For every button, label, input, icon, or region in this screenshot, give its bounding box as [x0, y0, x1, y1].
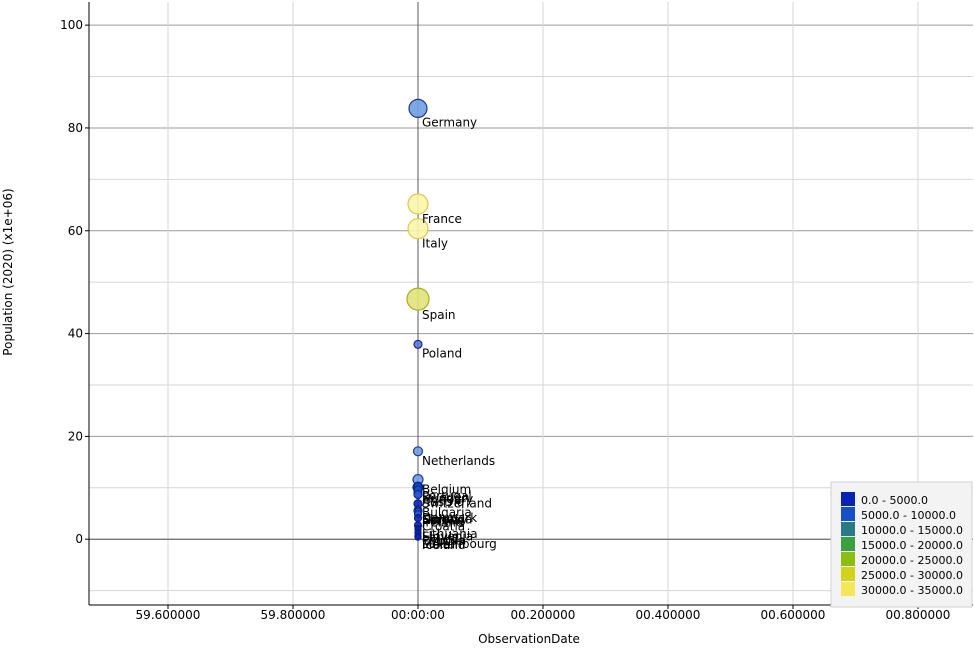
legend-label: 30000.0 - 35000.0 [861, 584, 963, 597]
data-point-poland [413, 339, 423, 349]
x-tick-label: 00.600000 [761, 608, 826, 622]
data-point-germany [408, 98, 428, 119]
x-tick-label: 00.400000 [636, 608, 701, 622]
x-tick-label: 59.800000 [261, 608, 326, 622]
point-label-finland: Finland [422, 512, 465, 526]
data-point-croatia [413, 514, 423, 523]
data-point-netherlands [412, 446, 424, 457]
legend: 0.0 - 5000.0 5000.0 - 10000.0 10000.0 - 15… [830, 481, 973, 608]
y-tick-label: 80 [68, 121, 83, 135]
data-points [406, 98, 430, 541]
data-point-italy [407, 218, 429, 240]
legend-label: 5000.0 - 10000.0 [861, 509, 956, 522]
x-tick-label: 00.800000 [886, 608, 951, 622]
point-label-austria: Austria [422, 495, 464, 509]
point-label-luxembourg: Luxembourg [422, 537, 497, 551]
point-label-switzerland: Switzerland [422, 496, 492, 510]
x-tick-label: 00.200000 [511, 608, 576, 622]
point-label-cyprus: Cyprus [422, 534, 464, 548]
point-label-italy: Italy [422, 237, 448, 251]
axes: 0 20 40 60 80 100 59.600000 59.800000 00:00:00 00… [60, 2, 973, 622]
point-label-latvia: Latvia [422, 530, 459, 544]
point-label-spain: Spain [422, 308, 456, 322]
legend-swatch [841, 507, 855, 521]
point-label-france: France [422, 212, 462, 226]
point-label-lithuania: Lithuania [422, 527, 478, 541]
point-label-serbia: Serbia [422, 513, 460, 527]
legend-swatch [841, 492, 855, 506]
point-label-malta: Malta [422, 538, 455, 552]
legend-label: 15000.0 - 20000.0 [861, 539, 963, 552]
point-label-iceland: Iceland [422, 538, 465, 552]
legend-swatch [841, 522, 855, 536]
point-label-bulgaria: Bulgaria [422, 506, 472, 520]
legend-swatch [841, 552, 855, 566]
data-point-iceland [414, 533, 422, 541]
y-axis-label: Population (2020) (x1e+06) [1, 188, 15, 355]
y-tick-label: 40 [68, 327, 83, 341]
point-label-ireland: Ireland [422, 516, 464, 530]
x-axis-label: ObservationDate [478, 632, 580, 646]
legend-label: 25000.0 - 30000.0 [861, 569, 963, 582]
y-tick-label: 0 [75, 532, 83, 546]
point-label-slovenia: Slovenia [422, 529, 473, 543]
legend-swatch [841, 567, 855, 581]
legend-label: 20000.0 - 25000.0 [861, 554, 963, 567]
y-tick-label: 20 [68, 429, 83, 443]
point-label-poland: Poland [422, 346, 462, 360]
point-label-netherlands: Netherlands [422, 454, 495, 468]
point-label-sweden: Sweden [422, 490, 469, 504]
legend-swatch [841, 582, 855, 596]
legend-label: 10000.0 - 15000.0 [861, 524, 963, 537]
data-point-france [407, 193, 429, 215]
point-label-denmark: Denmark [422, 511, 477, 525]
point-label-belgium: Belgium [422, 483, 471, 497]
data-point-spain [406, 287, 430, 311]
legend-label: 0.0 - 5000.0 [861, 494, 928, 507]
y-tick-label: 100 [60, 18, 83, 32]
grid [89, 2, 973, 605]
point-label-portugal: Portugal [422, 489, 472, 503]
data-point-switzerland [413, 489, 423, 500]
point-label-slovakia: Slovakia [422, 512, 472, 526]
point-labels: Germany France Italy Spain Poland Netherlands… [422, 115, 497, 552]
x-tick-label: 59.600000 [136, 608, 201, 622]
point-label-hungary: Hungary [422, 492, 473, 506]
y-tick-label: 60 [68, 224, 83, 238]
point-label-croatia: Croatia [422, 520, 465, 534]
point-label-norway: Norway [422, 513, 468, 527]
point-label-estonia: Estonia [422, 534, 466, 548]
x-tick-label: 00:00:00 [391, 608, 445, 622]
legend-swatch [841, 537, 855, 551]
point-label-germany: Germany [422, 115, 477, 129]
